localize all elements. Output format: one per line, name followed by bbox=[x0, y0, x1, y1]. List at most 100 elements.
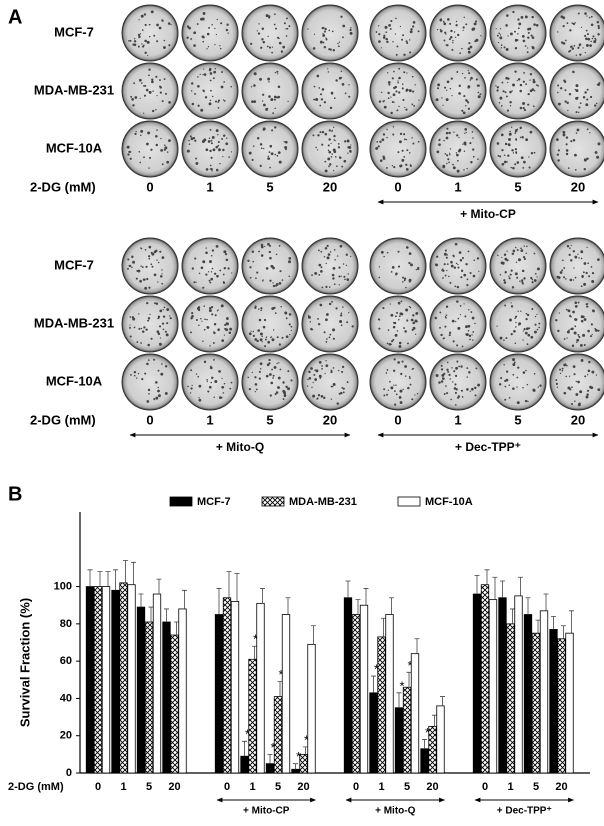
dose-label: 1 bbox=[454, 179, 461, 194]
colony bbox=[408, 280, 411, 283]
colony bbox=[538, 322, 541, 325]
colony bbox=[151, 78, 154, 81]
colony bbox=[472, 155, 475, 158]
colony bbox=[206, 380, 208, 383]
colony bbox=[336, 165, 338, 168]
colony bbox=[388, 342, 392, 346]
colony bbox=[533, 372, 536, 375]
colony bbox=[465, 333, 469, 337]
colony bbox=[463, 273, 467, 277]
colony bbox=[515, 261, 518, 264]
colony bbox=[158, 342, 162, 346]
error-bar bbox=[164, 608, 169, 622]
error-bar bbox=[293, 763, 298, 770]
colony bbox=[519, 280, 521, 283]
colony bbox=[197, 84, 200, 88]
colony bbox=[169, 315, 171, 317]
culture-plate bbox=[181, 295, 239, 353]
colony bbox=[255, 277, 257, 279]
error-bar bbox=[138, 593, 144, 608]
colony bbox=[522, 371, 526, 374]
group-label: + Dec-TPP⁺ bbox=[497, 806, 552, 817]
colony bbox=[463, 16, 465, 19]
colony bbox=[443, 263, 446, 266]
colony bbox=[221, 339, 225, 343]
colony bbox=[341, 83, 345, 86]
colony bbox=[448, 334, 451, 337]
colony bbox=[417, 140, 420, 143]
colony bbox=[453, 266, 457, 269]
colony bbox=[225, 322, 228, 325]
colony bbox=[146, 362, 149, 366]
colony bbox=[251, 371, 253, 374]
colony bbox=[406, 319, 409, 322]
colony bbox=[515, 152, 518, 155]
colony bbox=[514, 342, 517, 345]
colony bbox=[523, 277, 526, 280]
colony bbox=[190, 82, 194, 85]
colony bbox=[205, 148, 209, 152]
colony bbox=[563, 276, 566, 279]
colony bbox=[380, 250, 384, 254]
bar bbox=[531, 632, 541, 774]
colony bbox=[445, 314, 448, 316]
colony bbox=[133, 38, 136, 40]
colony bbox=[340, 275, 342, 277]
colony bbox=[136, 269, 139, 272]
colony bbox=[528, 156, 530, 158]
colony bbox=[261, 100, 264, 102]
colony bbox=[342, 263, 345, 265]
colony bbox=[412, 321, 416, 325]
significance-mark: * bbox=[245, 727, 250, 742]
colony bbox=[215, 245, 219, 248]
colony bbox=[213, 396, 215, 399]
colony bbox=[205, 251, 208, 255]
colony bbox=[582, 271, 585, 274]
error-bar bbox=[267, 753, 273, 764]
colony bbox=[398, 315, 401, 318]
colony bbox=[449, 87, 452, 90]
colony bbox=[454, 374, 458, 377]
colony bbox=[511, 149, 514, 152]
colony bbox=[408, 152, 411, 154]
colony bbox=[522, 102, 525, 105]
colony bbox=[575, 111, 578, 114]
colony bbox=[153, 398, 156, 401]
colony bbox=[462, 26, 465, 29]
colony bbox=[478, 270, 480, 272]
bar bbox=[101, 586, 111, 774]
colony bbox=[580, 319, 584, 323]
colony bbox=[568, 50, 571, 53]
colony bbox=[526, 313, 530, 317]
colony bbox=[446, 392, 449, 395]
colony bbox=[518, 22, 522, 26]
colony bbox=[570, 403, 574, 406]
colony bbox=[465, 325, 468, 329]
colony bbox=[401, 87, 404, 90]
colony bbox=[577, 12, 580, 15]
bar bbox=[488, 599, 498, 774]
colony bbox=[532, 105, 535, 108]
colony bbox=[281, 279, 284, 281]
colony bbox=[534, 272, 537, 275]
colony bbox=[270, 152, 274, 156]
colony bbox=[276, 336, 279, 339]
error-bar bbox=[474, 574, 480, 595]
colony bbox=[213, 272, 217, 275]
colony bbox=[269, 279, 272, 282]
dose-label: 1 bbox=[206, 179, 213, 194]
colony bbox=[156, 259, 158, 261]
colony bbox=[443, 86, 447, 89]
colony bbox=[146, 142, 149, 146]
colony bbox=[156, 95, 158, 97]
colony bbox=[408, 39, 411, 41]
colony bbox=[150, 148, 153, 151]
colony bbox=[248, 387, 252, 391]
colony bbox=[454, 404, 457, 406]
colony bbox=[376, 140, 379, 143]
colony bbox=[250, 86, 253, 88]
colony bbox=[562, 130, 566, 134]
colony bbox=[143, 112, 145, 114]
colony bbox=[442, 164, 446, 168]
colony bbox=[135, 130, 137, 133]
